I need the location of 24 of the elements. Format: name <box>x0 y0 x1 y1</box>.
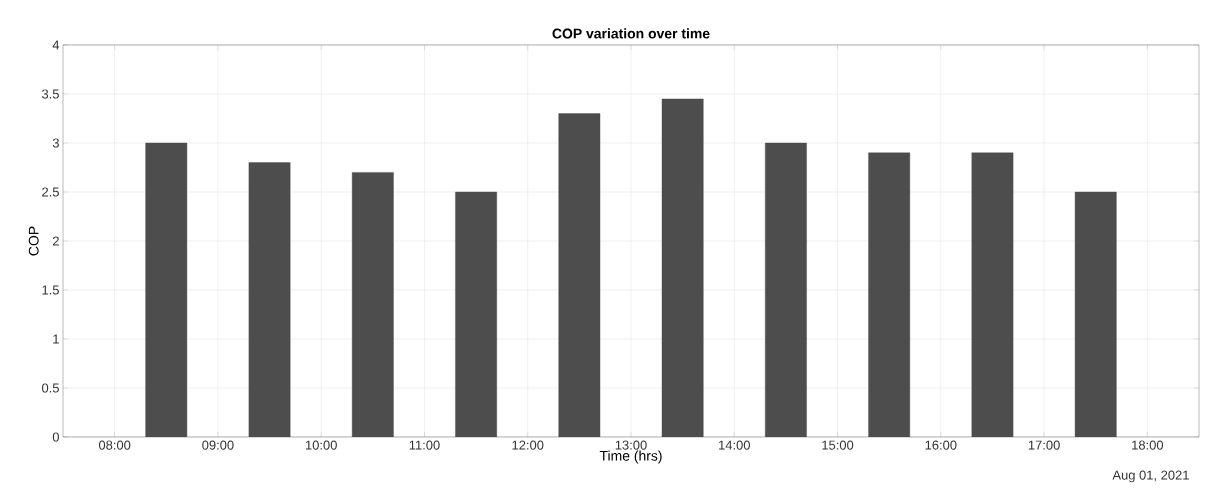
y-tick-label: 2.5 <box>42 187 59 197</box>
y-tick-label: 1 <box>53 334 59 344</box>
x-tick-label: 16:00 <box>925 440 957 450</box>
x-axis-title: Time (hrs) <box>599 450 662 464</box>
x-tick-label: 14:00 <box>719 440 750 450</box>
y-tick-label: 3 <box>52 138 59 148</box>
text: Aug 01, 2021 <box>1112 470 1189 483</box>
x-tick-label: 17:00 <box>1028 440 1060 450</box>
y-tick-label: 4 <box>52 40 60 50</box>
y-tick-label: 0.5 <box>41 383 59 393</box>
x-tick-label: 13:00 <box>615 440 647 450</box>
chart-title: COP variation over time <box>552 28 710 39</box>
x-tick-label: 12:00 <box>512 440 544 450</box>
x-tick-label: 10:00 <box>305 440 337 450</box>
y-axis-title: COP <box>28 226 39 256</box>
y-tick-label: 3.5 <box>41 89 59 99</box>
y-tick-label: 1.5 <box>42 285 59 295</box>
x-tick-label: 11:00 <box>409 440 440 450</box>
x-tick-label: 08:00 <box>98 440 131 450</box>
y-tick-label: 2 <box>52 236 59 246</box>
y-tick-label: 0 <box>52 432 59 442</box>
x-tick-label: 09:00 <box>202 440 234 450</box>
x-tick-label: 18:00 <box>1132 440 1164 450</box>
x-tick-label: 15:00 <box>822 440 854 450</box>
